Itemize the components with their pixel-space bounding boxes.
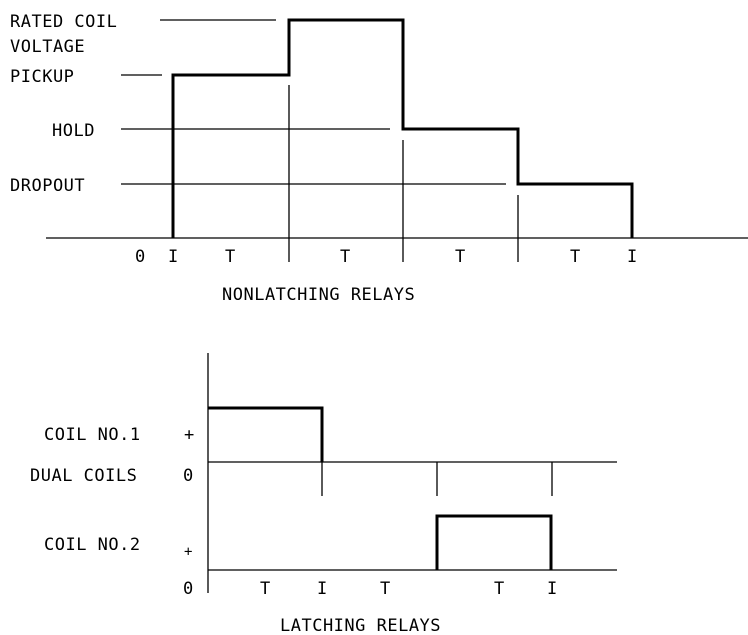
coil1-pulse: [208, 406, 324, 462]
interval-t-4: T: [570, 247, 581, 267]
coil2-label: COIL NO.2: [44, 535, 141, 555]
latching-section: COIL NO.1 + DUAL COILS 0 COIL NO.2 + 0 T…: [30, 353, 617, 635]
nonlatching-mark-5: I: [627, 247, 638, 267]
nonlatching-section: RATED COIL VOLTAGE PICKUP HOLD DROPOUT 0…: [10, 12, 748, 305]
coil-voltage-waveform: [171, 18, 634, 238]
rated-coil-label: RATED COIL: [10, 12, 117, 32]
interval-t-2: T: [340, 247, 351, 267]
dual-coils-zero: 0: [183, 466, 194, 486]
interval-t-1: T: [225, 247, 236, 267]
coil2-plus-sign: +: [184, 544, 193, 560]
nonlatching-origin: 0: [135, 247, 146, 267]
nonlatching-caption: NONLATCHING RELAYS: [222, 285, 415, 305]
latching-mark-4: I: [547, 579, 558, 599]
dropout-label: DROPOUT: [10, 176, 85, 196]
pickup-label: PICKUP: [10, 67, 74, 87]
latching-mark-2: I: [317, 579, 328, 599]
dual-coils-label: DUAL COILS: [30, 466, 137, 486]
coil1-label: COIL NO.1: [44, 425, 141, 445]
latching-origin: 0: [183, 579, 194, 599]
coil1-plus-sign: +: [184, 425, 195, 445]
voltage-label: VOLTAGE: [10, 37, 85, 57]
latching-interval-t-1: T: [260, 579, 271, 599]
latching-caption: LATCHING RELAYS: [280, 616, 441, 635]
nonlatching-mark-1: I: [168, 247, 179, 267]
latching-interval-t-2: T: [380, 579, 391, 599]
latching-interval-t-3: T: [494, 579, 505, 599]
coil2-pulse: [435, 514, 553, 570]
hold-label: HOLD: [52, 121, 95, 141]
interval-t-3: T: [455, 247, 466, 267]
